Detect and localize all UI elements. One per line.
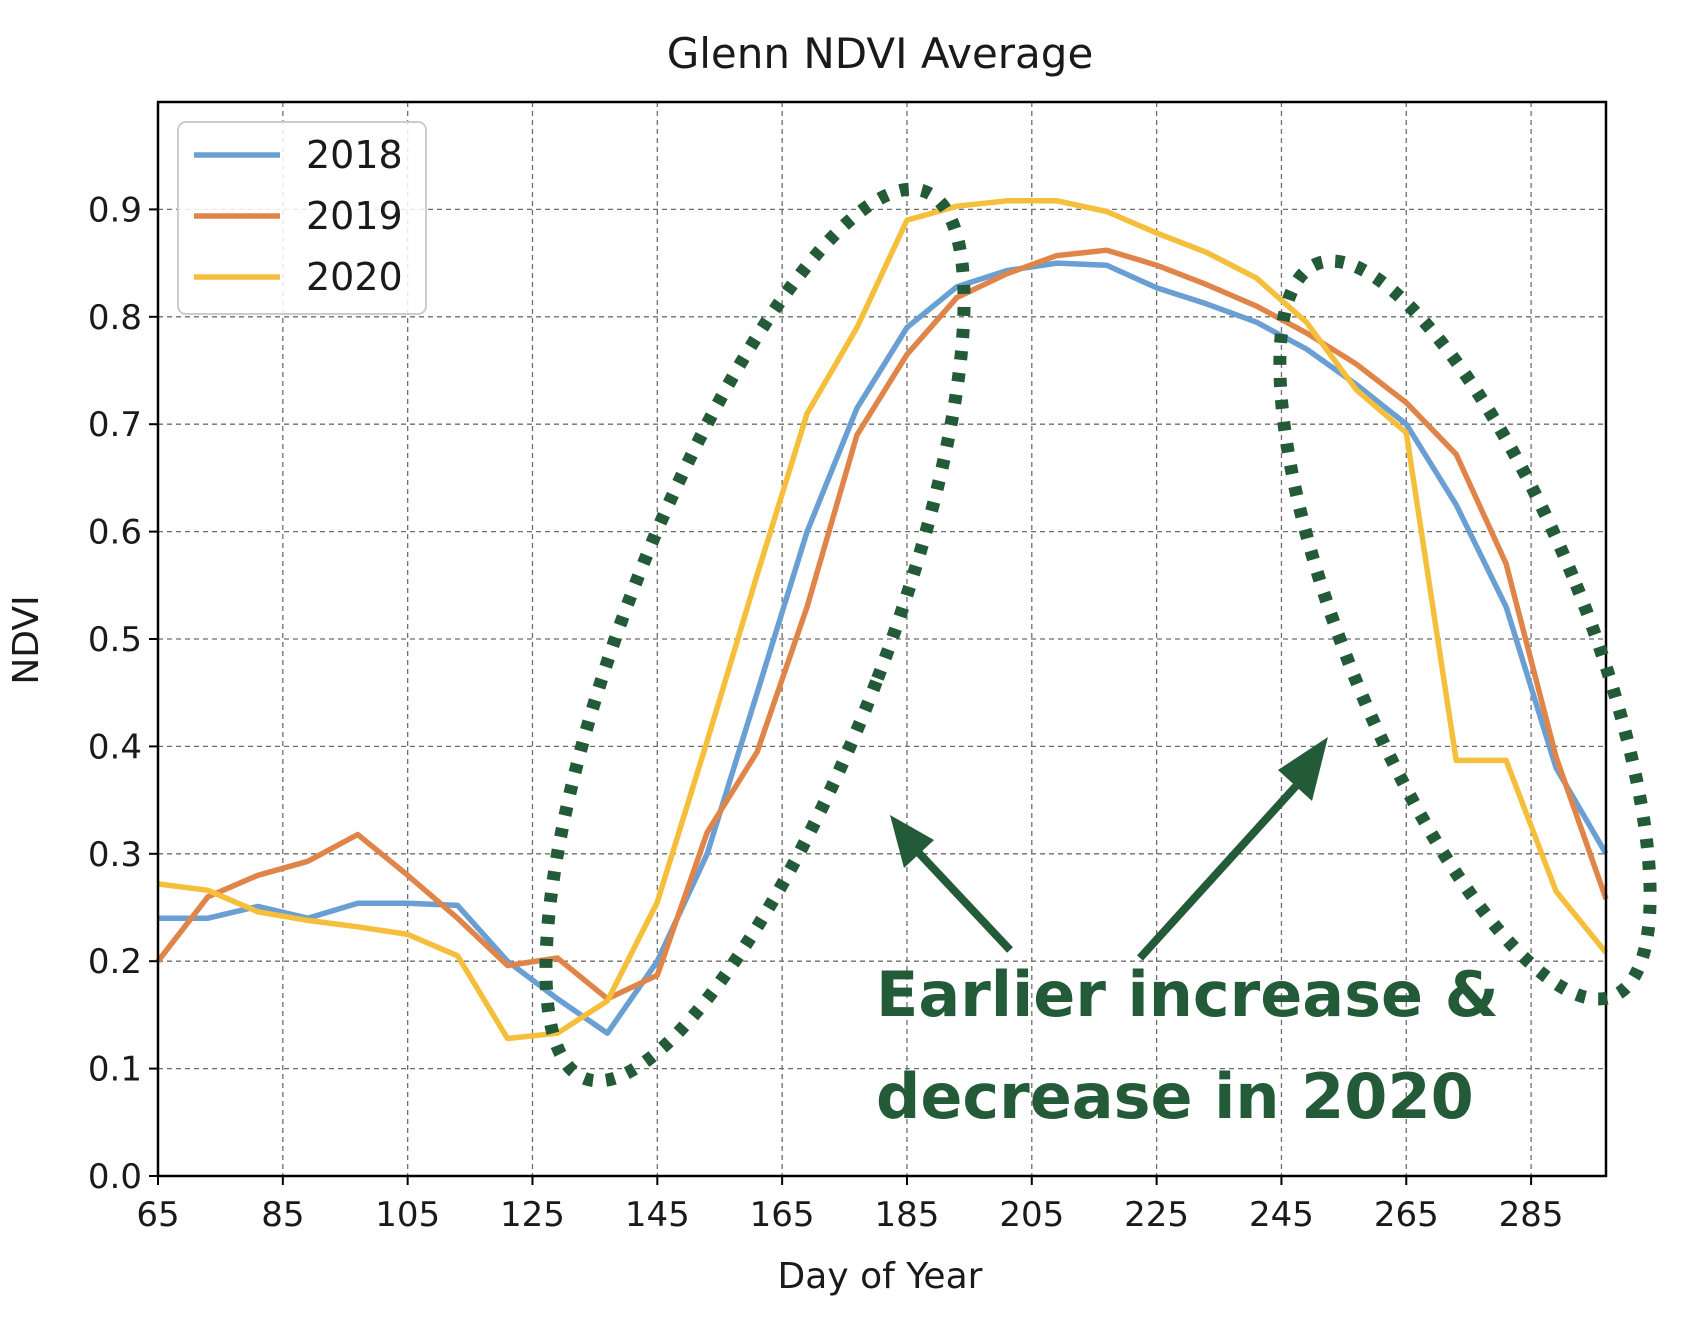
grid: [158, 102, 1606, 1176]
arrow-right-shaft: [1137, 783, 1299, 961]
legend-box: [177, 121, 427, 315]
x-tick-label: 65: [136, 1195, 179, 1235]
x-tick-label: 105: [375, 1195, 440, 1235]
series-line-2020: [157, 198, 1609, 1042]
annotation-line-2: decrease in 2020: [876, 1060, 1474, 1133]
y-tick-label: 0.5: [88, 620, 142, 660]
series-line-2018: [158, 260, 1609, 1036]
legend-entries: 2018 2019 2020: [194, 133, 403, 299]
x-tick-label: 205: [999, 1195, 1064, 1235]
x-tick-label: 225: [1124, 1195, 1189, 1235]
legend-label-2020: 2020: [306, 255, 403, 299]
x-tick-label: 165: [750, 1195, 815, 1235]
chart-title: Glenn NDVI Average: [667, 29, 1094, 78]
x-tick-label: 245: [1249, 1195, 1314, 1235]
y-tick-label: 0.2: [88, 942, 142, 982]
arrow-left-shaft: [915, 849, 1013, 953]
y-axis-label: NDVI: [6, 595, 47, 684]
legend-label-2018: 2018: [306, 133, 403, 177]
x-axis-ticks: 65 85 105 125 145 165 185 205 225 245 265 285: [136, 1176, 1564, 1235]
annotation-ellipses: [539, 182, 1657, 1088]
y-tick-label: 0.0: [88, 1157, 142, 1197]
arrow-right-head: [1278, 737, 1328, 801]
arrow-left-head: [890, 815, 934, 868]
annotation-arrows: [890, 737, 1328, 961]
y-tick-label: 0.7: [88, 405, 142, 445]
x-tick-label: 265: [1374, 1195, 1439, 1235]
y-axis-ticks: 0.0 0.1 0.2 0.3 0.4 0.5 0.6 0.7 0.8 0.9: [88, 190, 158, 1197]
y-tick-label: 0.4: [88, 727, 142, 767]
y-tick-label: 0.1: [88, 1050, 142, 1090]
y-tick-label: 0.8: [88, 298, 142, 338]
annotation-line-1: Earlier increase &: [876, 958, 1499, 1031]
legend-label-2019: 2019: [306, 194, 403, 238]
decline-highlight-ellipse: [1273, 254, 1657, 1006]
x-tick-label: 125: [500, 1195, 565, 1235]
x-tick-label: 285: [1499, 1195, 1564, 1235]
y-tick-label: 0.6: [88, 513, 142, 553]
series-line-2019: [155, 247, 1609, 1002]
y-tick-label: 0.9: [88, 190, 142, 230]
rise-highlight-ellipse: [539, 182, 971, 1088]
x-tick-label: 145: [625, 1195, 690, 1235]
x-tick-label: 85: [261, 1195, 304, 1235]
series-layer: [155, 198, 1609, 1042]
x-axis-label: Day of Year: [778, 1256, 983, 1297]
legend: 2018 2019 2020: [177, 121, 427, 315]
y-tick-label: 0.3: [88, 835, 142, 875]
x-tick-label: 185: [875, 1195, 940, 1235]
